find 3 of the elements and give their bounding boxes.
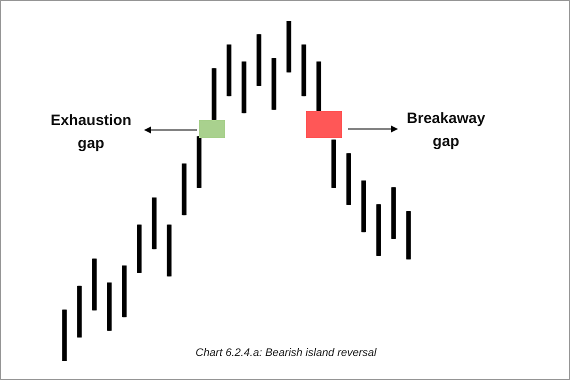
annotation: Exhaustion gap xyxy=(50,111,132,154)
annotation: Chart 6.2.4.a: Bearish island reversal xyxy=(194,347,378,359)
annotation: Breakaway gap xyxy=(406,109,486,152)
